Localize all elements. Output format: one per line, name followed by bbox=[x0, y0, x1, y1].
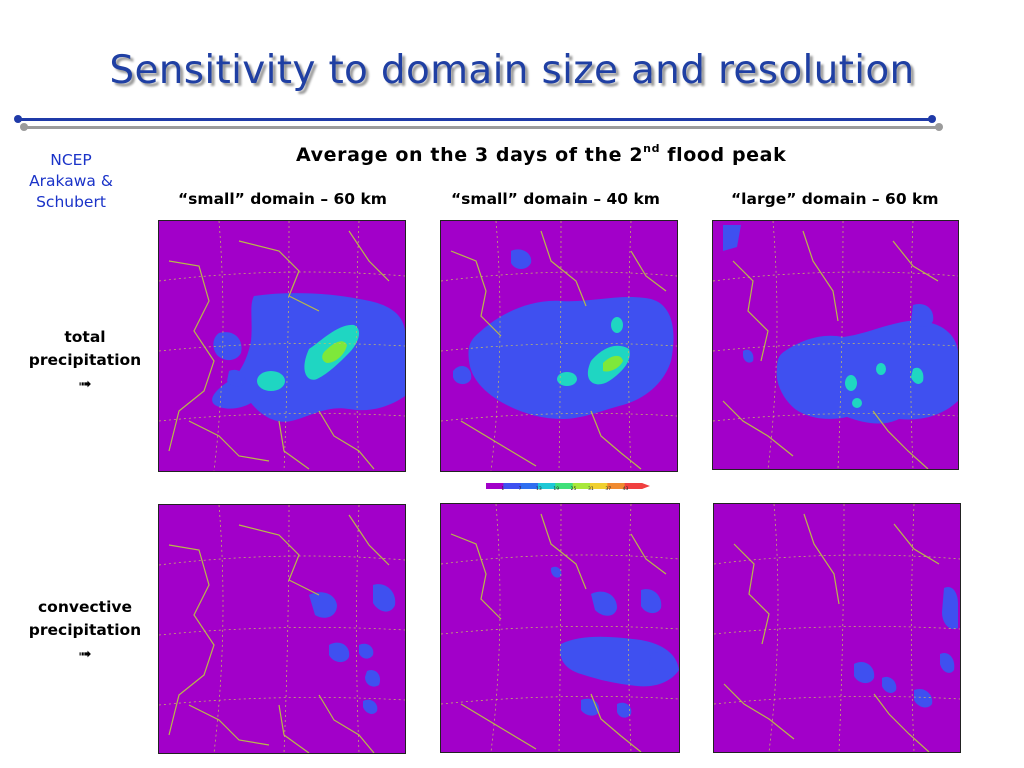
colorbar-svg: 1 7 13 19 25 31 37 43 bbox=[486, 483, 650, 492]
row-label-line: precipitation bbox=[28, 351, 142, 369]
subtitle-text: Average on the 3 days of the 2 bbox=[296, 144, 644, 166]
colorbar-segment bbox=[486, 483, 504, 489]
subtitle-tail: flood peak bbox=[660, 144, 787, 166]
colorbar-end-arrow bbox=[642, 483, 650, 489]
row-label-line: total bbox=[64, 328, 106, 346]
column-header-large-60km: “large” domain – 60 km bbox=[731, 190, 939, 208]
underline-end-dot bbox=[928, 115, 936, 123]
arrow-right-icon: ➟ bbox=[78, 644, 92, 663]
map-convective-small-40km bbox=[440, 503, 680, 753]
subtitle-superscript: nd bbox=[643, 142, 661, 155]
colorbar-segment bbox=[624, 483, 643, 489]
map-convective-large-60km bbox=[713, 503, 961, 753]
underline-end-dot bbox=[14, 115, 22, 123]
colorbar-segment bbox=[572, 483, 591, 489]
colorbar-segment bbox=[555, 483, 574, 489]
model-label: NCEP Arakawa & Schubert bbox=[8, 150, 134, 213]
slide-title: Sensitivity to domain size and resolutio… bbox=[109, 48, 915, 93]
underline-end-dot bbox=[20, 123, 28, 131]
column-header-small-60km: “small” domain – 60 km bbox=[178, 190, 387, 208]
colorbar-segment bbox=[590, 483, 608, 489]
title-underline-gray bbox=[26, 126, 938, 129]
map-total-large-60km bbox=[712, 220, 959, 470]
column-header-small-40km: “small” domain – 40 km bbox=[451, 190, 660, 208]
map-total-small-40km bbox=[440, 220, 678, 472]
arrow-right-icon: ➟ bbox=[78, 374, 92, 393]
colorbar-segment bbox=[503, 483, 522, 489]
colorbar-segment bbox=[607, 483, 626, 489]
underline-end-dot bbox=[935, 123, 943, 131]
colorbar-segment bbox=[538, 483, 556, 489]
row-label-total-precipitation: total precipitation ➟ bbox=[16, 326, 154, 395]
model-label-line: Schubert bbox=[36, 193, 106, 211]
row-label-line: convective bbox=[37, 598, 132, 616]
row-label-line: precipitation bbox=[28, 621, 142, 639]
model-label-line: Arakawa & bbox=[29, 172, 113, 190]
colorbar-legend: 1 7 13 19 25 31 37 43 bbox=[458, 478, 654, 496]
colorbar-tick-label: 7 bbox=[519, 486, 522, 492]
row-label-convective-precipitation: convective precipitation ➟ bbox=[16, 596, 154, 665]
figure-subtitle: Average on the 3 days of the 2nd flood p… bbox=[296, 142, 787, 166]
colorbar-tick-label: 31 bbox=[588, 486, 594, 492]
colorbar-segment bbox=[520, 483, 539, 489]
title-underline-blue bbox=[20, 118, 932, 121]
colorbar-tick-label: 25 bbox=[571, 486, 577, 492]
colorbar-tick-label: 13 bbox=[536, 486, 542, 492]
colorbar-tick-label: 19 bbox=[553, 486, 559, 492]
colorbar-tick-label: 37 bbox=[605, 486, 611, 492]
colorbar-tick-label: 43 bbox=[623, 486, 629, 492]
map-convective-small-60km bbox=[158, 504, 406, 754]
model-label-line: NCEP bbox=[50, 151, 92, 169]
map-total-small-60km bbox=[158, 220, 406, 472]
colorbar-tick-label: 1 bbox=[501, 486, 504, 492]
